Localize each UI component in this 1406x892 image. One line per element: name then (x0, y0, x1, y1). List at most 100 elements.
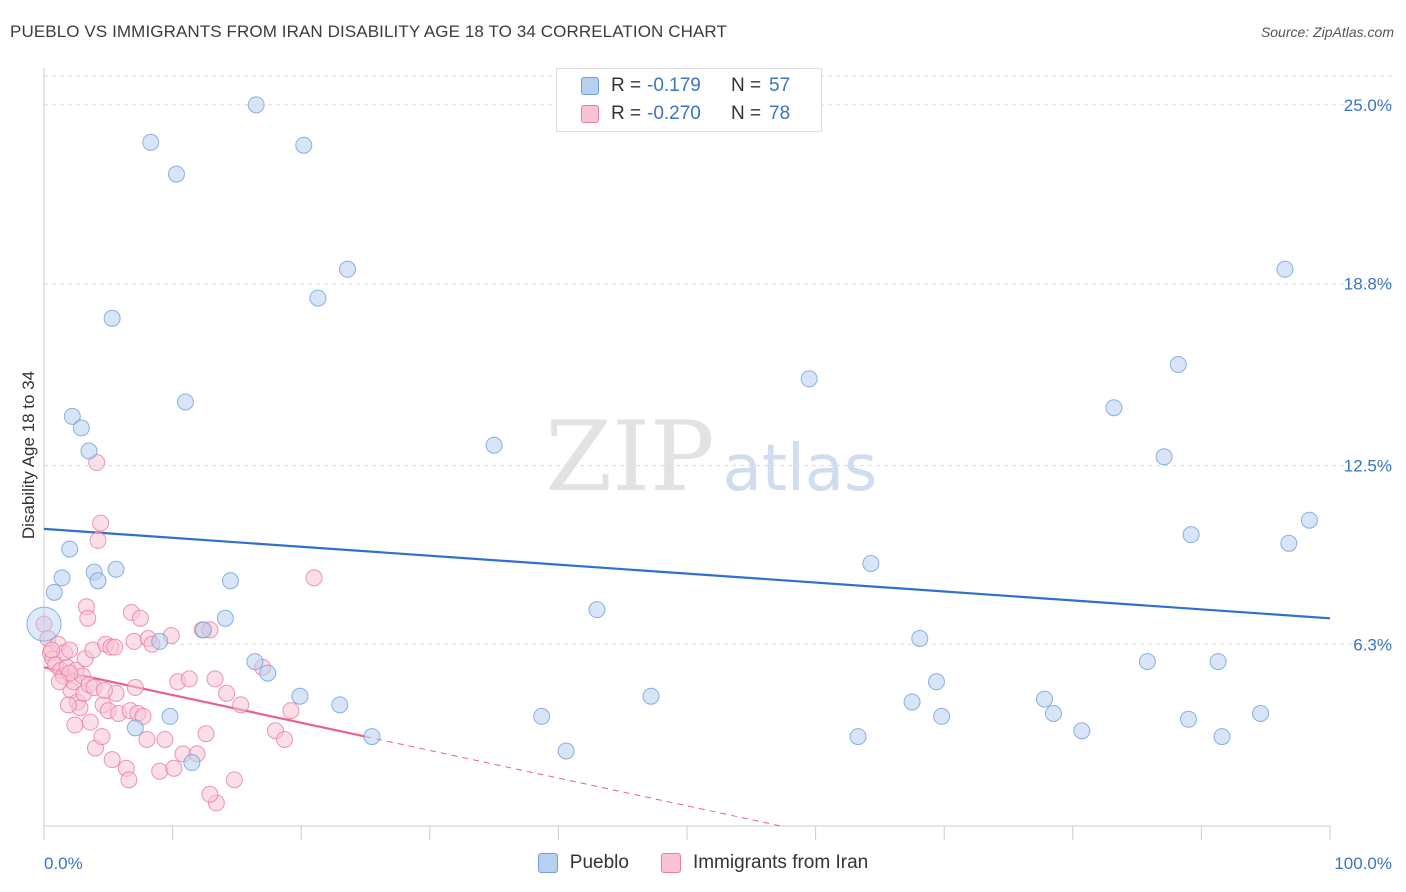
pueblo-point (89, 572, 107, 590)
pueblo-point (1300, 511, 1318, 529)
iran-point (138, 730, 156, 748)
watermark-atlas: atlas (723, 432, 878, 506)
pueblo-point (862, 555, 880, 572)
pueblo-point (1138, 653, 1156, 671)
x-tick-label: 100.0% (1334, 854, 1392, 873)
pueblo-point (911, 630, 929, 647)
iran-point (126, 679, 144, 697)
iran-point (282, 702, 300, 720)
pueblo-point (1252, 705, 1270, 722)
pueblo-point (103, 309, 121, 327)
pueblo-point (61, 540, 79, 558)
iran-point (197, 725, 215, 743)
pueblo-point (1036, 690, 1054, 708)
pueblo-point (176, 393, 194, 411)
iran-trendline (43, 666, 366, 738)
legend-n-value: 57 (769, 75, 791, 96)
pueblo-point (1180, 710, 1198, 728)
pueblo-point (363, 728, 381, 746)
legend-swatch-blue (581, 77, 599, 95)
pueblo-point (1105, 399, 1123, 417)
pueblo-point (247, 96, 265, 114)
iran-point (275, 730, 293, 748)
pueblo-point (1155, 448, 1173, 466)
legend-item-iran[interactable]: Immigrants from Iran (660, 852, 869, 874)
pueblo-point (221, 572, 239, 590)
data-points (26, 96, 1318, 812)
y-tick-label: 18.8% (1344, 275, 1392, 294)
pueblo-point (642, 687, 660, 705)
pueblo-point (1073, 722, 1091, 740)
pueblo-point (533, 707, 551, 725)
iran-point (151, 762, 169, 780)
iran-point (131, 609, 149, 627)
y-tick-label: 25.0% (1344, 96, 1392, 115)
zipatlas-watermark: ZIP atlas (545, 401, 877, 513)
chart-title: PUEBLO VS IMMIGRANTS FROM IRAN DISABILIT… (10, 22, 727, 41)
iran-point (61, 641, 79, 659)
iran-point (92, 514, 110, 532)
iran-point (79, 609, 97, 627)
pueblo-point (45, 583, 63, 601)
iran-point (218, 684, 236, 702)
pueblo-point (588, 601, 606, 619)
iran-point (120, 771, 138, 789)
iran-point (103, 751, 121, 769)
x-axis-ticks (43, 826, 1331, 840)
iran-point (206, 670, 224, 688)
pueblo-point (53, 569, 71, 587)
pueblo-point (80, 442, 98, 460)
iran-point (201, 785, 219, 803)
iran-point (66, 716, 84, 734)
pueblo-point (295, 136, 313, 154)
iran-point (165, 759, 183, 777)
iran-point (89, 531, 107, 549)
stats-legend: R = -0.179 N = 57 R = -0.270 N = 78 (556, 68, 822, 132)
watermark-zip: ZIP (545, 401, 714, 513)
iran-point (225, 771, 243, 789)
pueblo-point (1213, 728, 1231, 746)
pueblo-point (142, 133, 160, 151)
grid-lines (44, 75, 1394, 645)
pueblo-point (485, 436, 503, 454)
legend-n-label: N = (731, 75, 762, 96)
pueblo-point (1045, 705, 1063, 722)
iran-point (125, 632, 143, 650)
pueblo-point (291, 687, 309, 705)
legend-r-value: -0.179 (647, 75, 701, 96)
legend-swatch-blue (537, 853, 558, 873)
pueblo-point (63, 407, 81, 425)
pueblo-point (331, 696, 349, 714)
x-tick-label: 0.0% (44, 854, 83, 873)
pueblo-point (151, 632, 169, 650)
iran-point (81, 713, 99, 731)
pueblo-point (183, 754, 201, 772)
legend-label-iran: Immigrants from Iran (692, 852, 869, 873)
legend-row-pueblo: R = -0.179 N = 57 (581, 73, 790, 99)
iran-trendline-extension (365, 736, 781, 827)
legend-label-pueblo: Pueblo (569, 852, 629, 873)
legend-item-pueblo[interactable]: Pueblo (537, 852, 629, 874)
iran-point (93, 728, 111, 746)
iran-point (95, 681, 113, 699)
iran-point (232, 696, 250, 714)
pueblo-point (849, 728, 867, 746)
legend-r-value: -0.270 (647, 103, 701, 124)
pueblo-point (72, 419, 90, 437)
legend-n-value: 78 (769, 103, 791, 124)
pueblo-point (1182, 526, 1200, 544)
pueblo-point (1280, 534, 1298, 552)
pueblo-point (933, 707, 951, 725)
iran-point (156, 730, 174, 748)
pueblo-point (903, 693, 921, 711)
legend-r-label: R = (611, 103, 642, 124)
iran-point (106, 638, 124, 656)
source-label: Source: ZipAtlas.com (1260, 24, 1394, 40)
legend-r-label: R = (611, 75, 642, 96)
pueblo-point (557, 742, 575, 760)
pueblo-point (927, 673, 945, 691)
legend-n-label: N = (731, 103, 762, 124)
pueblo-point (26, 606, 62, 642)
legend-row-iran: R = -0.270 N = 78 (581, 101, 790, 127)
pueblo-point (1209, 653, 1227, 671)
